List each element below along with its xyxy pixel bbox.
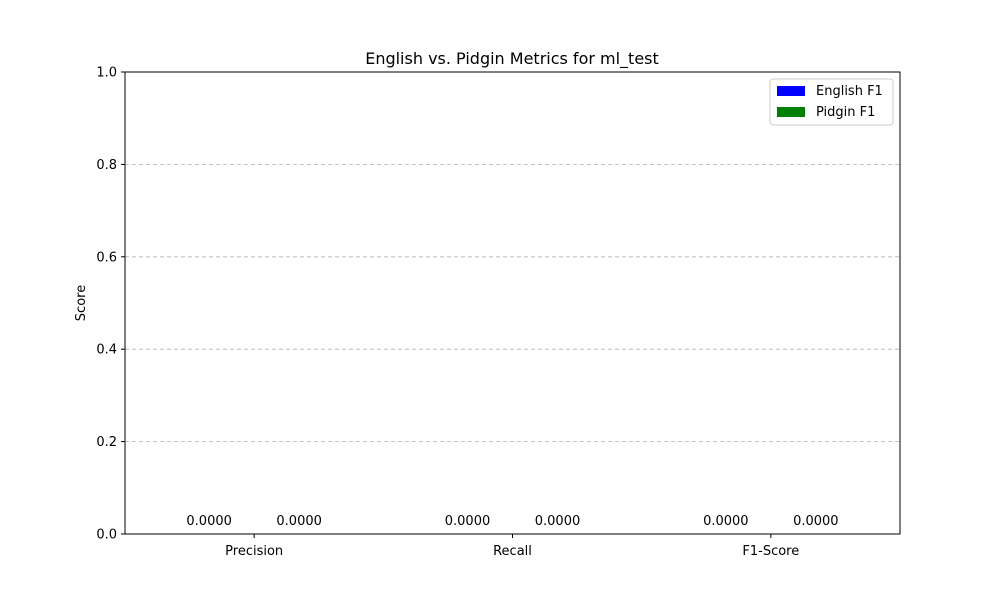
y-tick-label: 0.4: [96, 343, 117, 358]
y-tick-label: 0.6: [96, 250, 117, 265]
y-tick-label: 1.0: [96, 66, 117, 81]
legend-swatch-pidgin: [777, 107, 805, 117]
chart-title: English vs. Pidgin Metrics for ml_test: [365, 49, 659, 69]
bar-value-label: 0.0000: [703, 514, 749, 529]
bar-value-label: 0.0000: [535, 514, 581, 529]
legend-label-english: English F1: [816, 84, 883, 99]
bar-value-label: 0.0000: [186, 514, 232, 529]
y-axis-label: Score: [74, 285, 89, 321]
bar-value-label: 0.0000: [276, 514, 322, 529]
legend-swatch-english: [777, 86, 805, 96]
x-tick-label: F1-Score: [742, 544, 799, 559]
y-axis: 0.0 0.2 0.4 0.6 0.8 1.0: [96, 66, 125, 543]
data-labels: 0.0000 0.0000 0.0000 0.0000 0.0000 0.0000: [186, 514, 838, 529]
x-axis: Precision Recall F1-Score: [225, 534, 799, 559]
legend-label-pidgin: Pidgin F1: [816, 105, 875, 120]
bar-value-label: 0.0000: [793, 514, 839, 529]
grid-layer: [125, 163, 900, 443]
bar-value-label: 0.0000: [445, 514, 491, 529]
y-tick-label: 0.0: [96, 528, 117, 543]
y-tick-label: 0.8: [96, 158, 117, 173]
x-tick-label: Recall: [493, 544, 532, 559]
legend: English F1 Pidgin F1: [769, 78, 894, 126]
y-tick-label: 0.2: [96, 435, 117, 450]
x-tick-label: Precision: [225, 544, 283, 559]
